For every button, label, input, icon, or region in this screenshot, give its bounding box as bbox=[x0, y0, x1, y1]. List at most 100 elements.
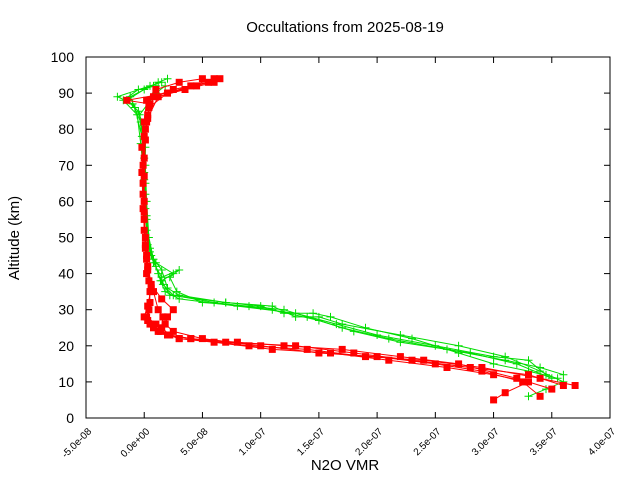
data-point bbox=[175, 78, 183, 86]
data-point bbox=[256, 302, 265, 311]
data-point bbox=[175, 266, 184, 274]
data-point bbox=[151, 258, 160, 267]
chart-title: Occultations from 2025-08-19 bbox=[246, 19, 444, 36]
data-point bbox=[134, 85, 143, 94]
data-point bbox=[146, 299, 154, 306]
data-point bbox=[187, 82, 195, 90]
x-axis-label: N2O VMR bbox=[311, 457, 380, 474]
series-red bbox=[123, 75, 579, 404]
data-point bbox=[158, 280, 167, 289]
data-point bbox=[147, 280, 155, 288]
data-point bbox=[309, 309, 318, 318]
y-tick-label: 40 bbox=[58, 266, 74, 282]
data-point bbox=[548, 385, 556, 393]
data-point bbox=[221, 298, 230, 307]
data-point bbox=[146, 100, 154, 108]
data-point bbox=[315, 349, 323, 357]
data-point bbox=[138, 143, 146, 151]
data-point bbox=[169, 327, 177, 335]
profile-line bbox=[143, 81, 531, 401]
data-point bbox=[338, 345, 346, 353]
data-point bbox=[143, 270, 151, 278]
data-point bbox=[524, 392, 533, 401]
data-point bbox=[139, 161, 147, 169]
data-point bbox=[384, 334, 393, 343]
data-point bbox=[158, 324, 166, 332]
data-point bbox=[158, 295, 166, 303]
data-point bbox=[455, 360, 463, 368]
y-axis: 0 10 20 30 40 50 60 70 80 90 100 bbox=[51, 49, 610, 426]
data-point bbox=[140, 154, 148, 162]
data-point bbox=[454, 349, 463, 357]
data-point bbox=[198, 75, 206, 83]
data-point bbox=[559, 370, 568, 379]
data-point bbox=[245, 342, 253, 350]
y-tick-label: 20 bbox=[58, 338, 74, 354]
data-point bbox=[216, 75, 224, 83]
data-point bbox=[490, 396, 498, 404]
data-point bbox=[150, 288, 157, 296]
data-point bbox=[169, 86, 177, 93]
data-point bbox=[164, 89, 171, 97]
data-point bbox=[138, 169, 146, 176]
data-point bbox=[454, 341, 463, 350]
data-point bbox=[268, 345, 276, 353]
data-point bbox=[164, 313, 171, 321]
data-point bbox=[144, 302, 152, 310]
data-point bbox=[141, 136, 149, 144]
data-point bbox=[501, 352, 510, 361]
data-point bbox=[536, 374, 544, 382]
data-point bbox=[350, 349, 358, 357]
data-point bbox=[396, 331, 405, 339]
data-point bbox=[140, 208, 148, 216]
data-point bbox=[145, 306, 153, 314]
data-point bbox=[303, 345, 311, 353]
y-tick-label: 30 bbox=[58, 302, 74, 318]
data-point bbox=[571, 382, 579, 389]
data-point bbox=[338, 320, 347, 329]
y-tick-label: 100 bbox=[51, 49, 75, 65]
data-point bbox=[408, 356, 416, 364]
y-tick-label: 0 bbox=[66, 410, 74, 426]
data-point bbox=[140, 226, 148, 234]
data-point bbox=[478, 367, 486, 375]
data-point bbox=[159, 313, 167, 321]
data-point bbox=[161, 320, 169, 328]
data-point bbox=[152, 320, 160, 328]
data-point bbox=[431, 360, 439, 368]
data-point bbox=[146, 320, 154, 328]
data-point bbox=[268, 302, 277, 311]
data-point bbox=[147, 284, 155, 292]
data-point bbox=[150, 93, 157, 101]
data-point bbox=[187, 335, 195, 343]
data-point bbox=[144, 266, 152, 274]
data-point bbox=[396, 353, 404, 361]
data-point bbox=[280, 342, 288, 350]
data-point bbox=[175, 291, 184, 300]
plot-area bbox=[113, 74, 579, 404]
data-point bbox=[327, 349, 334, 357]
y-axis-label: Altitude (km) bbox=[6, 196, 23, 280]
data-point bbox=[210, 338, 218, 346]
data-point bbox=[123, 96, 131, 104]
data-point bbox=[152, 86, 160, 93]
data-point bbox=[140, 132, 148, 140]
data-point bbox=[373, 353, 381, 361]
data-point bbox=[525, 371, 532, 379]
data-point bbox=[362, 353, 369, 361]
data-point bbox=[559, 382, 567, 389]
data-point bbox=[154, 93, 162, 101]
data-point bbox=[443, 364, 451, 371]
data-point bbox=[501, 389, 509, 397]
data-point bbox=[396, 338, 405, 347]
data-point bbox=[204, 78, 212, 86]
data-point bbox=[144, 114, 152, 122]
data-point bbox=[157, 276, 166, 285]
data-point bbox=[154, 306, 162, 314]
data-point bbox=[140, 172, 148, 180]
data-point bbox=[140, 313, 148, 321]
data-point bbox=[292, 342, 300, 350]
data-point bbox=[245, 302, 253, 311]
